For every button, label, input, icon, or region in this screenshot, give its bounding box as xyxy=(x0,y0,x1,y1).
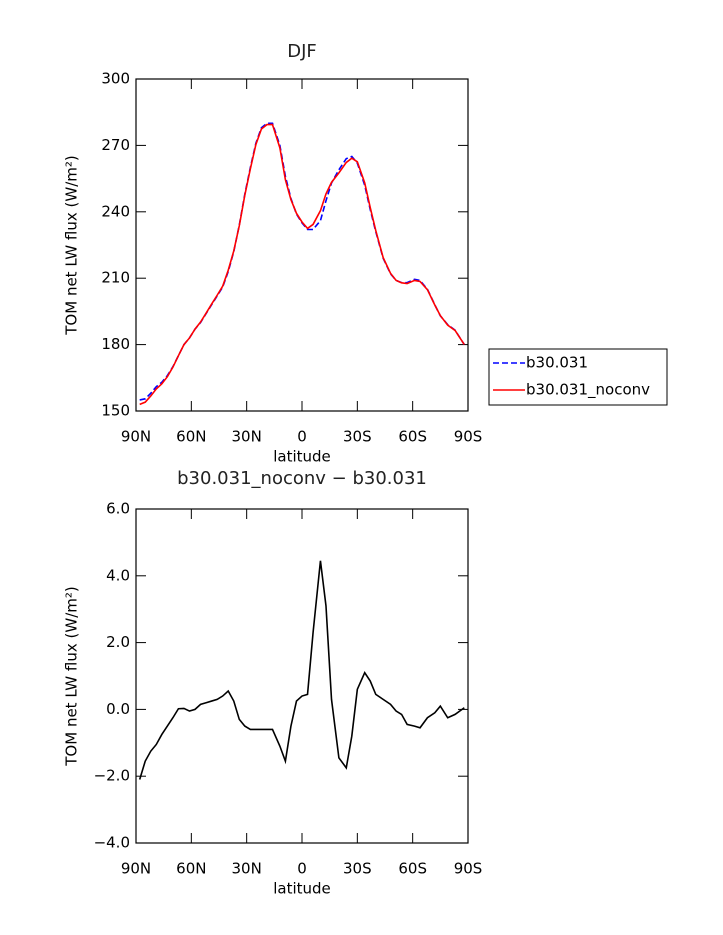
x-tick-label: 60S xyxy=(398,428,427,446)
plot-frame xyxy=(135,78,469,412)
y-tick-label: −4.0 xyxy=(94,834,130,852)
y-tick-label: 210 xyxy=(101,269,130,287)
y-tick-label: 270 xyxy=(101,136,130,154)
x-tick-label: 30N xyxy=(232,860,262,878)
y-tick-label: 2.0 xyxy=(106,633,130,651)
x-axis-label: latitude xyxy=(273,448,331,466)
x-tick-label: 30S xyxy=(343,860,372,878)
series-line xyxy=(139,123,465,406)
x-tick-label: 90N xyxy=(121,860,151,878)
y-tick-label: 0.0 xyxy=(106,700,130,718)
x-tick-label: 90S xyxy=(454,428,483,446)
chart-title: b30.031_noconv − b30.031 xyxy=(177,468,427,489)
y-axis-label: TOM net LW flux (W/m²) xyxy=(63,586,81,766)
x-axis-label: latitude xyxy=(273,880,331,898)
series-line xyxy=(139,122,465,401)
y-tick-label: 180 xyxy=(101,335,130,353)
chart-title: DJF xyxy=(287,41,317,62)
x-tick-label: 60N xyxy=(176,428,206,446)
y-tick-label: 6.0 xyxy=(106,500,130,518)
x-tick-label: 30N xyxy=(232,428,262,446)
x-tick-label: 60N xyxy=(176,860,206,878)
y-tick-label: 4.0 xyxy=(106,566,130,584)
legend-box xyxy=(488,348,668,406)
x-tick-label: 90N xyxy=(121,428,151,446)
series-line xyxy=(138,560,465,780)
y-tick-label: 150 xyxy=(101,402,130,420)
y-tick-label: −2.0 xyxy=(94,767,130,785)
legend-label: b30.031_noconv xyxy=(526,381,650,400)
x-tick-label: 0 xyxy=(297,428,307,446)
x-tick-label: 60S xyxy=(398,860,427,878)
x-tick-label: 0 xyxy=(297,860,307,878)
x-tick-label: 30S xyxy=(343,428,372,446)
legend-label: b30.031 xyxy=(526,354,588,372)
plot-frame xyxy=(135,508,469,844)
y-axis-label: TOM net LW flux (W/m²) xyxy=(63,155,81,335)
y-tick-label: 300 xyxy=(101,70,130,88)
y-tick-label: 240 xyxy=(101,202,130,220)
x-tick-label: 90S xyxy=(454,860,483,878)
